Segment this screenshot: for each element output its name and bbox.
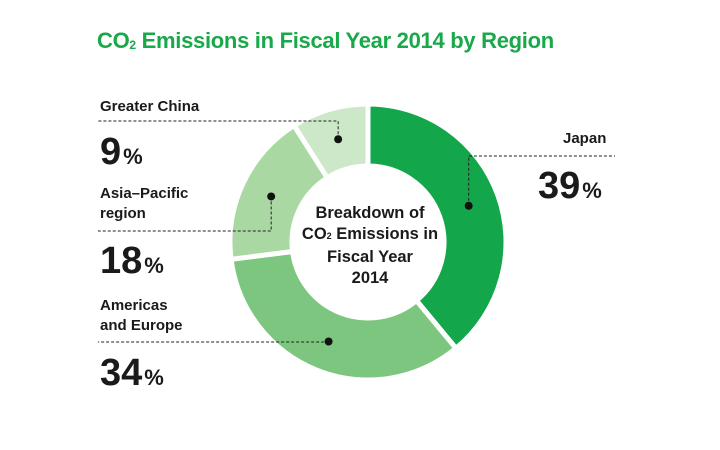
label-asia-pacific-line1: Asia–Pacific bbox=[100, 185, 189, 202]
slice-greater-china bbox=[290, 101, 371, 182]
leader-dot-greater-china bbox=[334, 135, 343, 144]
label-japan: Japan bbox=[563, 130, 607, 147]
slice-japan bbox=[365, 101, 509, 352]
percent-greater-china: 9% bbox=[100, 131, 143, 173]
leader-line-asia-pacific bbox=[98, 196, 272, 232]
label-americas-europe-line1: Americas bbox=[100, 297, 168, 314]
percent-japan: 39% bbox=[538, 165, 602, 207]
percent-americas-europe: 34% bbox=[100, 352, 164, 394]
leader-dot-asia-pacific bbox=[267, 192, 276, 201]
leader-dot-americas-europe bbox=[324, 337, 333, 346]
leader-line-americas-europe bbox=[98, 341, 330, 343]
slice-americas-europe bbox=[228, 248, 460, 383]
leader-line-greater-china bbox=[98, 120, 339, 140]
leader-line-japan bbox=[468, 155, 615, 206]
leader-dot-japan bbox=[464, 201, 473, 210]
label-greater-china: Greater China bbox=[100, 98, 200, 115]
donut-center-label: Breakdown of CO2 Emissions in Fiscal Yea… bbox=[301, 204, 439, 287]
label-americas-europe-line2: and Europe bbox=[100, 317, 183, 334]
chart-title: CO2 Emissions in Fiscal Year 2014 by Reg… bbox=[97, 28, 554, 53]
percent-asia-pacific: 18% bbox=[100, 240, 164, 282]
label-asia-pacific-line2: region bbox=[100, 205, 146, 222]
